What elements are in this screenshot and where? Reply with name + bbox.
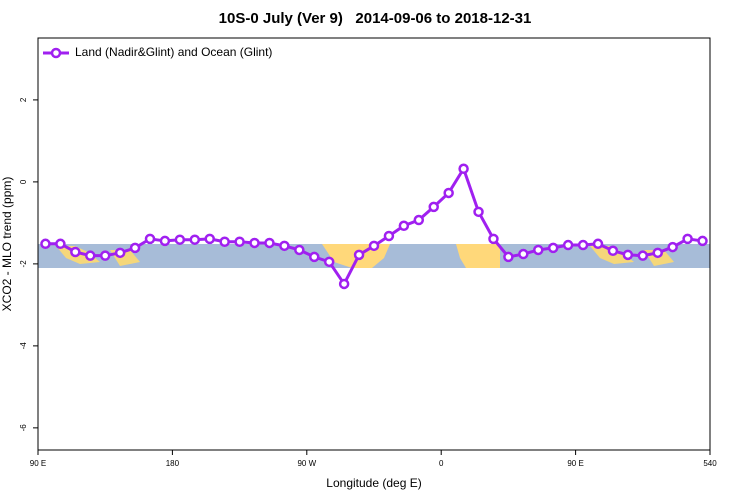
plot-frame [37, 37, 711, 451]
x-tick-label: 90 W [297, 459, 316, 468]
point [413, 214, 425, 226]
x-tick-label: 0 [439, 459, 444, 468]
point [159, 235, 171, 247]
y-tick-label: -2 [19, 260, 28, 268]
point [323, 256, 335, 268]
y-tick-label: 2 [19, 97, 28, 102]
point [219, 236, 230, 247]
point [682, 233, 693, 245]
point [488, 233, 499, 245]
legend-marker [50, 47, 62, 59]
point [264, 237, 275, 249]
point [368, 240, 380, 252]
point [547, 242, 559, 254]
x-tick-label: 180 [166, 459, 180, 468]
point [428, 201, 439, 213]
point [144, 233, 156, 245]
point [129, 242, 141, 254]
point [279, 240, 290, 252]
point [533, 244, 544, 256]
y-tick-label: -4 [19, 342, 28, 350]
point [667, 241, 678, 253]
point [309, 251, 320, 263]
point [99, 250, 111, 261]
y-tick-label: 0 [19, 179, 28, 184]
point [114, 247, 126, 259]
point [443, 187, 454, 199]
point [353, 249, 365, 261]
point [189, 234, 201, 245]
point [458, 163, 469, 175]
point [70, 246, 81, 258]
land [456, 244, 500, 268]
x-tick-label: 540 [703, 459, 717, 468]
point [85, 250, 96, 261]
point [398, 220, 410, 232]
x-tick-label: 90 E [567, 459, 583, 468]
point [562, 239, 574, 251]
point [473, 206, 484, 218]
x-tick-label: 90 E [30, 459, 46, 468]
point [55, 238, 66, 250]
point [249, 237, 260, 249]
point [383, 230, 395, 242]
point [622, 249, 634, 261]
point [338, 278, 350, 290]
point [607, 245, 619, 257]
point [592, 238, 604, 250]
point [652, 247, 663, 259]
point [234, 236, 245, 247]
point [577, 239, 589, 251]
point [40, 238, 51, 250]
point [503, 251, 514, 263]
y-tick-label: -6 [19, 424, 28, 432]
y-axis-label: XCO2 - MLO trend (ppm) [0, 177, 14, 312]
point [294, 244, 305, 256]
point [174, 234, 186, 245]
point [518, 248, 529, 260]
x-axis-label: Longitude (deg E) [326, 476, 421, 490]
point [637, 250, 649, 261]
point [697, 235, 708, 247]
chart-title: 10S-0 July (Ver 9) 2014-09-06 to 2018-12… [219, 10, 532, 27]
legend-label: Land (Nadir&Glint) and Ocean (Glint) [75, 45, 272, 59]
point [204, 233, 215, 245]
